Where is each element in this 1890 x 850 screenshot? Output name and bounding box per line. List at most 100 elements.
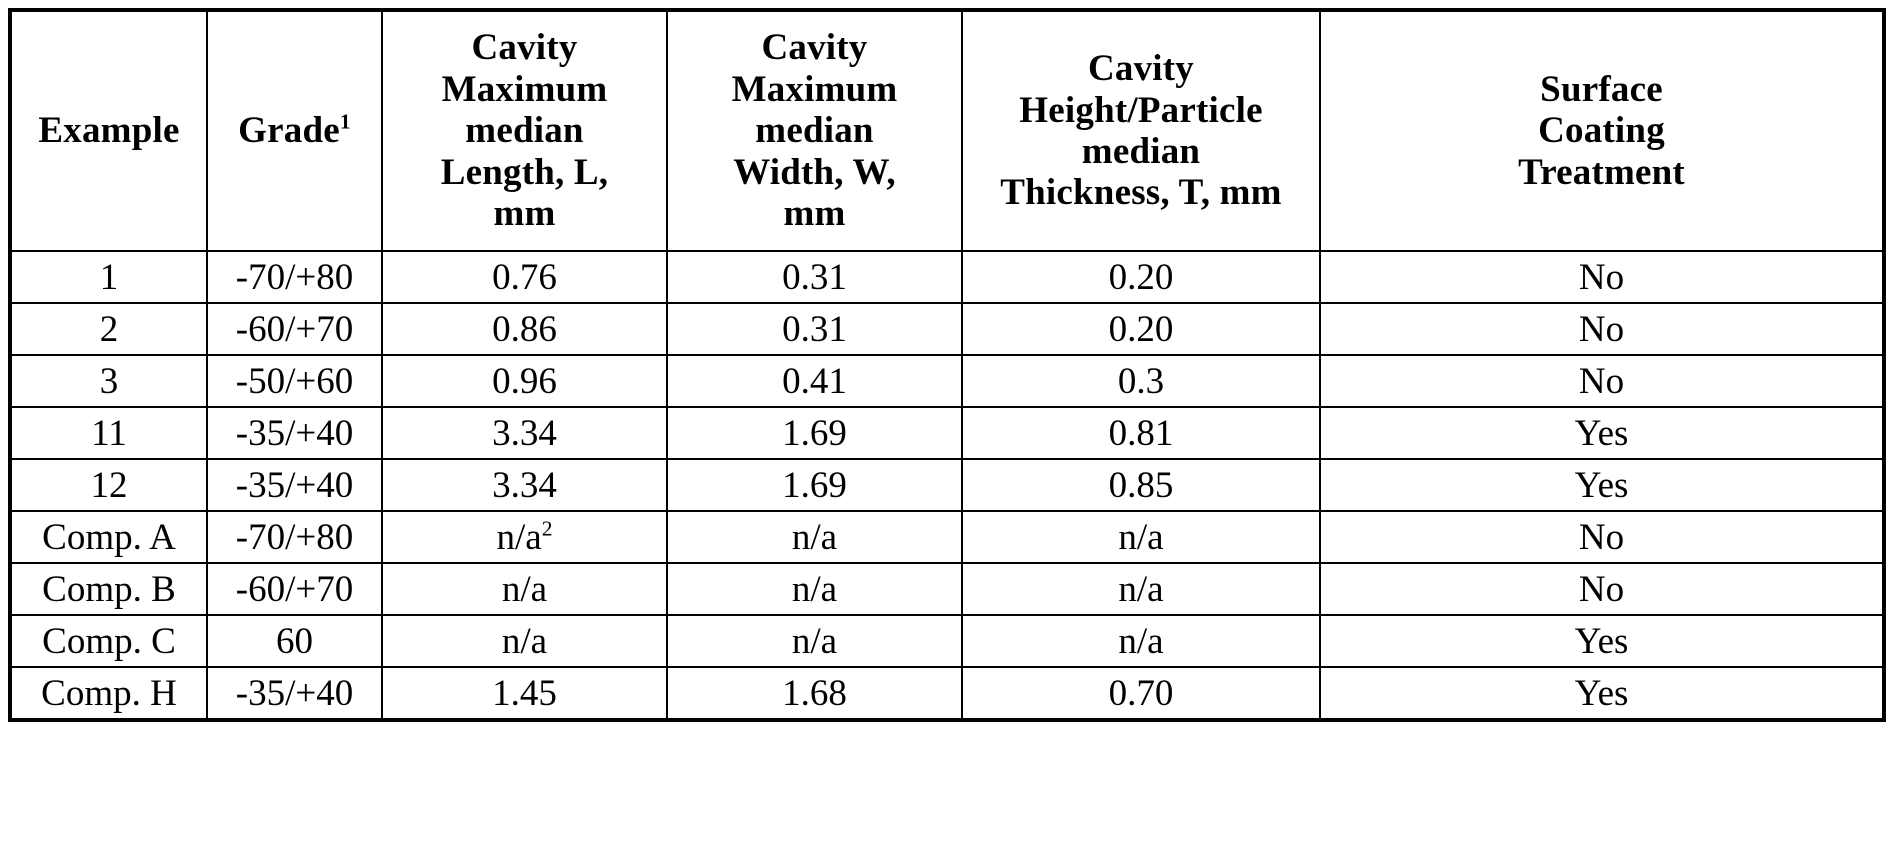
cell-example: 12 [10, 459, 207, 511]
cell-width: n/a [667, 615, 962, 667]
column-header-text: Grade [238, 110, 340, 151]
cell-thickness: 0.20 [962, 303, 1320, 355]
header-row: ExampleGrade1CavityMaximummedianLength, … [10, 10, 1884, 251]
cell-surface: No [1320, 355, 1884, 407]
cell-length: 0.86 [382, 303, 667, 355]
cell-length: n/a2 [382, 511, 667, 563]
table-row: Comp. C60n/an/an/aYes [10, 615, 1884, 667]
column-header-line: Width, W, [668, 152, 961, 193]
column-header-line: Example [12, 110, 206, 151]
cell-surface: Yes [1320, 407, 1884, 459]
cell-surface: No [1320, 251, 1884, 303]
cell-width: 1.69 [667, 459, 962, 511]
column-header-line: Coating [1321, 110, 1882, 151]
table-body: 1-70/+800.760.310.20No2-60/+700.860.310.… [10, 251, 1884, 720]
column-header-lines: CavityHeight/ParticlemedianThickness, T,… [963, 48, 1319, 214]
cell-example: Comp. C [10, 615, 207, 667]
column-header-line: Length, L, [383, 152, 666, 193]
cell-width: 0.31 [667, 303, 962, 355]
cell-width: 1.68 [667, 667, 962, 720]
footnote-marker: 1 [340, 110, 351, 134]
cell-example: 11 [10, 407, 207, 459]
cell-length: 1.45 [382, 667, 667, 720]
cell-grade: 60 [207, 615, 382, 667]
cell-grade: -35/+40 [207, 667, 382, 720]
column-header-line: median [668, 110, 961, 151]
column-header-lines: CavityMaximummedianLength, L,mm [383, 27, 666, 234]
cell-length: 3.34 [382, 407, 667, 459]
cell-text: n/a [497, 517, 542, 558]
column-header-lines: CavityMaximummedianWidth, W,mm [668, 27, 961, 234]
column-header-surface: SurfaceCoatingTreatment [1320, 10, 1884, 251]
cell-surface: No [1320, 563, 1884, 615]
cell-thickness: 0.3 [962, 355, 1320, 407]
column-header-line: Surface [1321, 69, 1882, 110]
table-row: 2-60/+700.860.310.20No [10, 303, 1884, 355]
column-header-line: Treatment [1321, 152, 1882, 193]
cell-grade: -35/+40 [207, 407, 382, 459]
table-header: ExampleGrade1CavityMaximummedianLength, … [10, 10, 1884, 251]
table-row: Comp. H-35/+401.451.680.70Yes [10, 667, 1884, 720]
table-row: Comp. B-60/+70n/an/an/aNo [10, 563, 1884, 615]
cell-width: 0.31 [667, 251, 962, 303]
column-header-length: CavityMaximummedianLength, L,mm [382, 10, 667, 251]
cell-example: Comp. B [10, 563, 207, 615]
cell-width: n/a [667, 563, 962, 615]
cell-thickness: 0.20 [962, 251, 1320, 303]
cell-grade: -70/+80 [207, 251, 382, 303]
cell-surface: Yes [1320, 667, 1884, 720]
column-header-line: Grade1 [208, 110, 381, 151]
column-header-line: Cavity [963, 48, 1319, 89]
cell-example: 3 [10, 355, 207, 407]
cell-length: 0.76 [382, 251, 667, 303]
cell-example: Comp. H [10, 667, 207, 720]
cell-surface: No [1320, 303, 1884, 355]
column-header-line: mm [383, 193, 666, 234]
table-row: 11-35/+403.341.690.81Yes [10, 407, 1884, 459]
page-canvas: ExampleGrade1CavityMaximummedianLength, … [0, 0, 1890, 850]
cell-length: 3.34 [382, 459, 667, 511]
cell-width: n/a [667, 511, 962, 563]
cell-length: n/a [382, 563, 667, 615]
cell-example: 2 [10, 303, 207, 355]
column-header-line: mm [668, 193, 961, 234]
column-header-line: Cavity [668, 27, 961, 68]
column-header-thickness: CavityHeight/ParticlemedianThickness, T,… [962, 10, 1320, 251]
table-row: 12-35/+403.341.690.85Yes [10, 459, 1884, 511]
cell-thickness: 0.81 [962, 407, 1320, 459]
cell-length: 0.96 [382, 355, 667, 407]
cavity-measurements-table: ExampleGrade1CavityMaximummedianLength, … [8, 8, 1886, 722]
column-header-line: Maximum [668, 69, 961, 110]
cell-grade: -35/+40 [207, 459, 382, 511]
cell-surface: No [1320, 511, 1884, 563]
column-header-grade: Grade1 [207, 10, 382, 251]
cell-grade: -60/+70 [207, 303, 382, 355]
cell-surface: Yes [1320, 459, 1884, 511]
column-header-line: Height/Particle [963, 90, 1319, 131]
cell-grade: -50/+60 [207, 355, 382, 407]
cell-grade: -70/+80 [207, 511, 382, 563]
cell-thickness: n/a [962, 563, 1320, 615]
column-header-line: Maximum [383, 69, 666, 110]
cell-example: Comp. A [10, 511, 207, 563]
column-header-lines: Grade1 [208, 110, 381, 151]
column-header-lines: SurfaceCoatingTreatment [1321, 69, 1882, 193]
cell-length: n/a [382, 615, 667, 667]
footnote-marker: 2 [542, 516, 553, 540]
cell-thickness: 0.85 [962, 459, 1320, 511]
cell-surface: Yes [1320, 615, 1884, 667]
column-header-line: Cavity [383, 27, 666, 68]
table-row: 3-50/+600.960.410.3No [10, 355, 1884, 407]
cell-grade: -60/+70 [207, 563, 382, 615]
cell-width: 1.69 [667, 407, 962, 459]
cell-thickness: n/a [962, 511, 1320, 563]
column-header-line: Thickness, T, mm [963, 172, 1319, 213]
column-header-lines: Example [12, 110, 206, 151]
table-row: Comp. A-70/+80n/a2n/an/aNo [10, 511, 1884, 563]
column-header-example: Example [10, 10, 207, 251]
cell-thickness: n/a [962, 615, 1320, 667]
cell-width: 0.41 [667, 355, 962, 407]
cell-thickness: 0.70 [962, 667, 1320, 720]
column-header-line: median [963, 131, 1319, 172]
table-row: 1-70/+800.760.310.20No [10, 251, 1884, 303]
